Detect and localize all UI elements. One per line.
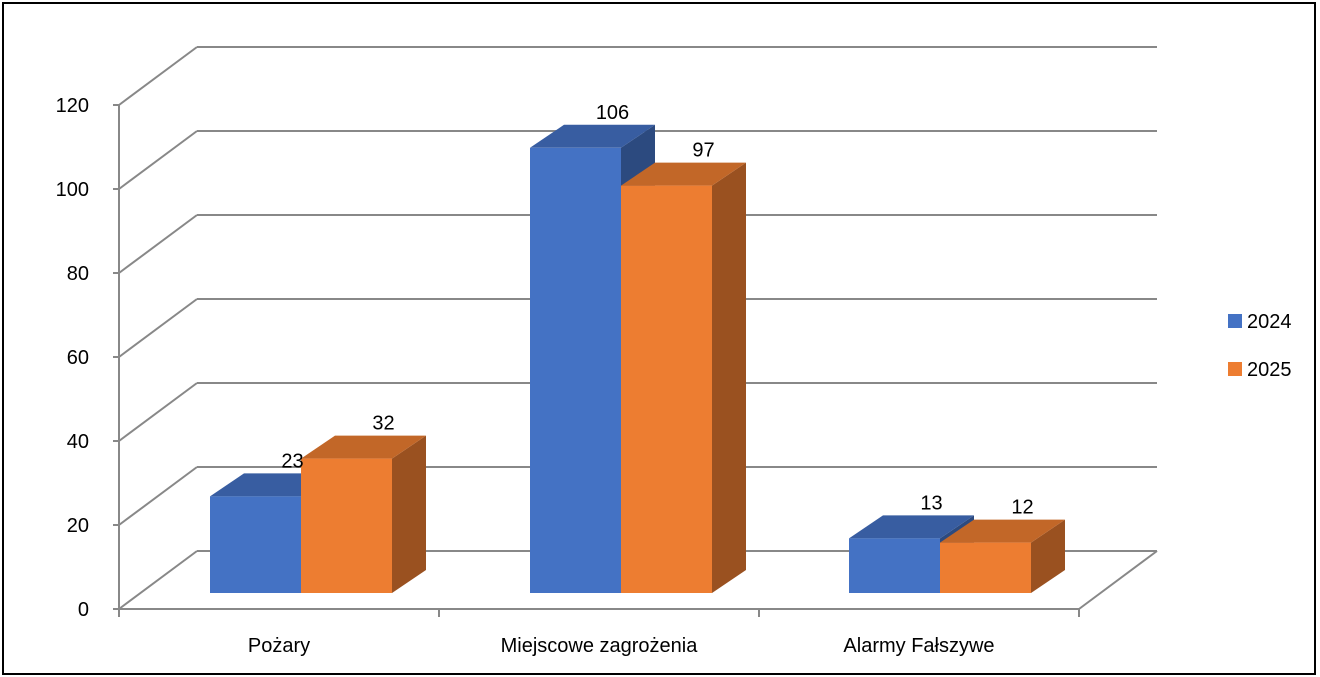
bar-top	[849, 515, 974, 539]
data-label: 13	[920, 492, 942, 514]
legend-swatch-2024	[1228, 314, 1242, 328]
bar-side	[1031, 519, 1065, 593]
gridline-side	[118, 46, 198, 106]
y-tick-label: 60	[67, 347, 89, 369]
legend: 2024 2025	[1228, 311, 1292, 381]
y-tick-label: 20	[67, 515, 89, 537]
bar-front	[530, 147, 621, 594]
bar-front	[849, 538, 940, 593]
bar-front	[621, 185, 712, 593]
x-tick-label: Miejscowe zagrożenia	[501, 635, 699, 657]
bar-top	[530, 124, 655, 148]
data-label: 97	[692, 140, 714, 162]
floor-edge	[1078, 550, 1158, 610]
bars	[210, 124, 1065, 594]
bar-top	[301, 435, 426, 459]
bar-side	[392, 435, 426, 593]
legend-swatch-2025	[1228, 362, 1242, 376]
bar-2025-2	[940, 519, 1065, 593]
bar-front	[301, 458, 392, 593]
y-tick-label: 80	[67, 263, 89, 285]
y-tick-label: 40	[67, 431, 89, 453]
legend-label-2024: 2024	[1247, 311, 1292, 333]
gridline-side	[118, 382, 198, 442]
y-tick-label: 120	[56, 95, 89, 117]
data-label: 106	[596, 102, 629, 124]
gridline-side	[118, 466, 198, 526]
bar-2025-1	[621, 162, 746, 593]
bar-side	[712, 162, 746, 593]
bar-2025-0	[301, 435, 426, 593]
gridline-side	[118, 298, 198, 358]
gridline-side	[118, 214, 198, 274]
y-tick-label: 100	[56, 179, 89, 201]
bar-front	[210, 496, 301, 593]
x-tick-label: Alarmy Fałszywe	[843, 635, 994, 657]
data-label: 23	[281, 450, 303, 472]
bar-top	[940, 519, 1065, 543]
gridline-side	[118, 130, 198, 190]
y-tick-label: 0	[78, 599, 89, 621]
gridline-side	[118, 550, 198, 610]
bar-front	[940, 542, 1031, 593]
data-labels: 23 106 13 32 97 12	[281, 102, 1033, 519]
data-label: 12	[1011, 497, 1033, 519]
data-label: 32	[372, 413, 394, 435]
legend-label-2025: 2025	[1247, 359, 1292, 381]
bar-top	[621, 162, 746, 186]
axes: 0 20 40 60 80 100 120 Pożary Miejscowe zagrożeni…	[56, 95, 1158, 657]
x-tick-label: Pożary	[248, 635, 310, 657]
